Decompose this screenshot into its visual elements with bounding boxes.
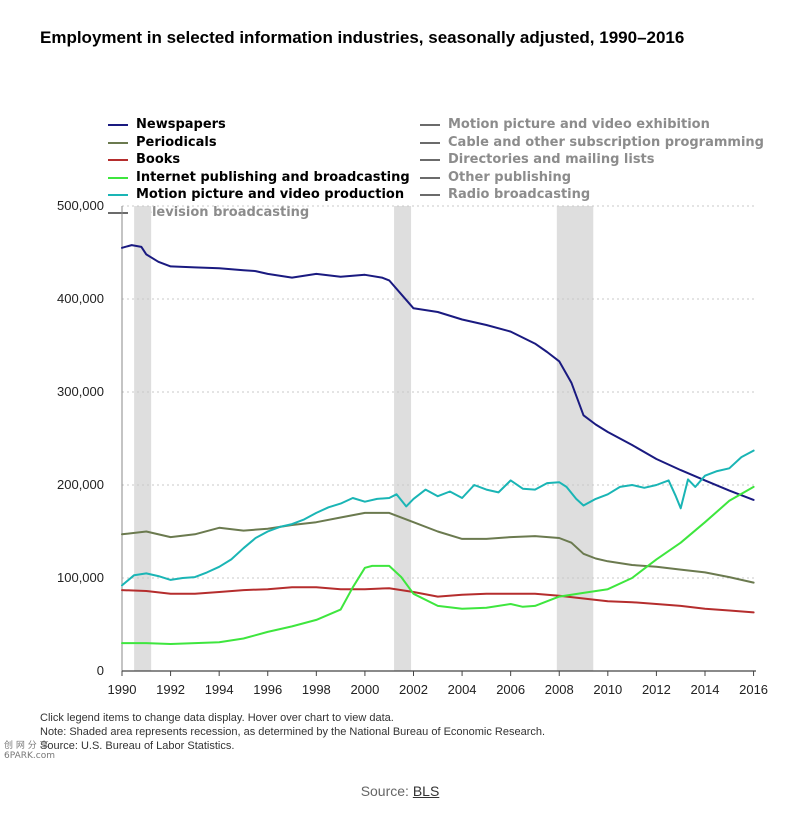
x-tick-label: 1990 [108,682,137,697]
legend-swatch [108,141,128,144]
chart-title: Employment in selected information indus… [40,28,685,47]
x-tick-label: 2012 [642,682,671,697]
legend-label: Books [136,152,181,167]
recession-band [134,206,152,671]
source-prefix: Source: [360,783,413,799]
legend-label: Newspapers [136,117,226,132]
legend-swatch [108,211,128,214]
x-tick-label: 2014 [691,682,720,697]
legend-swatch [420,124,440,126]
legend-label: Internet publishing and broadcasting [136,169,410,185]
legend-label: Periodicals [136,134,217,150]
x-tick-label: 1992 [156,682,185,697]
legend-label: Other publishing [448,169,572,185]
x-tick-label: 2004 [448,682,477,697]
legend-swatch [420,159,440,161]
source-link[interactable]: BLS [412,783,440,799]
legend-swatch [420,141,440,144]
series-line-periodicals[interactable] [121,511,755,584]
legend-label: Directories and mailing lists [448,152,655,167]
x-tick-label: 2000 [350,682,379,697]
x-tick-label: 2002 [399,682,428,697]
y-tick-label: 200,000 [57,477,104,492]
legend-swatch [108,124,128,126]
series-line-newspapers[interactable] [121,244,755,501]
y-tick-label: 500,000 [57,198,104,213]
y-tick-label: 300,000 [57,384,104,399]
legend-label: Motion picture and video production [136,187,405,202]
x-tick-label: 1994 [205,682,234,697]
y-tick-label: 400,000 [57,291,104,306]
legend-swatch [420,194,440,196]
x-tick-label: 2006 [496,682,525,697]
y-tick-label: 0 [97,663,104,678]
legend-label: Radio broadcasting [448,187,591,202]
recession-band [556,206,594,671]
source-line: Source: BLS [0,783,800,799]
y-tick-label: 100,000 [57,570,104,585]
legend-label: Television broadcasting [136,204,310,220]
watermark-logo: 创 网 分 享 6PARK.com [4,741,55,761]
x-tick-label: 2016 [739,682,768,697]
note-source: Source: U.S. Bureau of Labor Statistics. [40,740,235,752]
x-tick-label: 2010 [593,682,622,697]
series-line-internet-publishing-and-broadcasting[interactable] [121,485,755,645]
chart-notes: Click legend items to change data displa… [40,711,545,753]
legend-swatch [420,176,440,179]
note-instructions: Click legend items to change data displa… [40,712,394,724]
note-recession: Note: Shaded area represents recession, … [40,726,546,738]
legend-swatch [108,159,128,161]
line-chart[interactable]: 0 100,000 200,000 300,000 400,000 500,000 1990… [0,0,800,710]
series-line-motion-picture-and-video-production[interactable] [121,449,755,587]
recession-band [394,206,412,671]
legend-label: Motion picture and video exhibition [448,117,710,132]
legend-swatch [108,194,128,196]
x-tick-label: 1996 [253,682,282,697]
legend-swatch [108,176,128,179]
x-tick-label: 1998 [302,682,331,697]
legend-label: Cable and other subscription programming [448,134,764,150]
x-tick-label: 2008 [545,682,574,697]
series-line-books[interactable] [121,586,755,614]
